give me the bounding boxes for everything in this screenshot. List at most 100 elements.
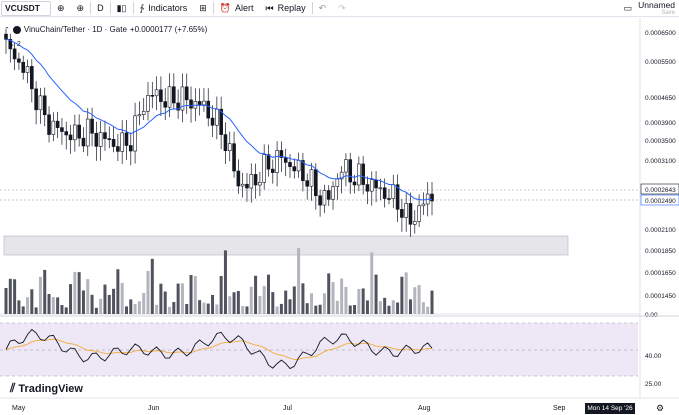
candle-body (421, 203, 426, 207)
volume-bar (176, 283, 180, 314)
price-chart[interactable]: 0.0006500 0.0005500 0.0004650 0.0003900 0.00… (0, 18, 679, 415)
volume-bar (370, 252, 374, 314)
candle-body (103, 132, 107, 139)
candle-body (141, 110, 146, 115)
candle-body (245, 183, 249, 189)
candle-body (8, 39, 13, 50)
alert-label: Alert (235, 3, 254, 13)
volume-bar (219, 276, 223, 314)
layout-name-button[interactable]: Unnamed Save (638, 0, 675, 17)
candle-body (34, 88, 38, 111)
volume-bar (60, 305, 64, 314)
ma-price-label: 0.0002490 (645, 198, 676, 205)
redo-icon: ↷ (338, 2, 346, 13)
candle-body (262, 154, 266, 183)
symbol-label: VCUSDT (5, 3, 40, 13)
candle-body (120, 132, 124, 152)
volume-bar (64, 307, 68, 314)
volume-bar (185, 304, 189, 314)
volume-bar (150, 258, 154, 314)
candle-body (30, 66, 34, 90)
coin-logo-icon (12, 25, 21, 34)
replay-icon: ⏮ (265, 2, 274, 13)
price-tick-label: 0.0001850 (645, 248, 676, 255)
candle-body (47, 114, 51, 135)
volume-bar (38, 276, 42, 314)
candle-body (64, 131, 69, 136)
volume-bar (297, 248, 301, 314)
candle-body (210, 117, 215, 126)
candle-body (361, 163, 365, 185)
price-tick-label: 0.0001650 (645, 270, 676, 277)
candle-body (38, 95, 43, 111)
interval-button[interactable]: D (91, 0, 110, 17)
volume-bar (271, 292, 275, 314)
candle-body (42, 95, 47, 116)
volume-bar (206, 303, 210, 314)
candle-body (85, 118, 90, 147)
candle-body (288, 162, 292, 167)
volume-bar (400, 276, 404, 314)
candle-body (167, 86, 172, 108)
volume-bar (211, 294, 215, 314)
tradingview-logo[interactable]: ⫽ TradingView (10, 381, 83, 396)
candle-body (77, 124, 81, 139)
rsi-tick-label: 25.00 (645, 381, 662, 388)
undo-button[interactable]: ↶ (313, 0, 333, 17)
volume-bar (47, 294, 51, 314)
compare-button[interactable]: ⊕ (51, 0, 71, 17)
time-tick-label: Aug (418, 405, 431, 412)
volume-bar (361, 288, 365, 314)
indicators-button[interactable]: ∱ Indicators (134, 0, 194, 17)
candle-body (258, 182, 262, 186)
volume-bar (4, 288, 8, 314)
candle-body (322, 190, 327, 206)
volume-bar (241, 306, 245, 314)
chart-type-button[interactable]: ▮▯ (111, 0, 133, 17)
volume-bar (232, 292, 236, 314)
candle-body (189, 99, 193, 109)
chevron-up-icon[interactable]: ⌃ (4, 26, 10, 34)
grid-icon: ⊞ (199, 2, 207, 13)
candle-body (344, 159, 348, 173)
candle-body (223, 134, 228, 152)
templates-button[interactable]: ⊞ (193, 0, 213, 17)
candle-body (17, 58, 21, 63)
volume-bar (353, 305, 357, 314)
volume-bar (340, 278, 344, 314)
layout-icon[interactable]: ▭ (623, 3, 633, 13)
volume-bar (310, 293, 314, 314)
indicators-label: Indicators (148, 3, 188, 13)
alert-button[interactable]: ⏰ Alert (214, 0, 260, 17)
candle-body (395, 184, 400, 210)
candle-body (391, 184, 396, 199)
support-zone-rect (3, 235, 569, 256)
price-tick-label: 0.0003500 (645, 138, 676, 145)
candle-body (335, 178, 340, 187)
volume-bar (112, 288, 116, 314)
candle-body (180, 86, 185, 111)
rsi-band (0, 323, 638, 376)
price-tick-label: 0.0003100 (645, 158, 676, 165)
volume-bar (8, 278, 12, 314)
candle-body (215, 108, 219, 126)
add-symbol-button[interactable]: ⊕ (71, 0, 91, 17)
volume-bar (344, 286, 348, 314)
volume-bar (180, 283, 184, 314)
last-price-badge (640, 183, 679, 195)
time-tick-label: Sep (553, 405, 566, 412)
candle-body (283, 157, 288, 163)
symbol-title: VinuChain/Tether · 1D · Gate (23, 25, 127, 34)
candle-body (369, 179, 374, 192)
volume-bar (266, 274, 270, 314)
replay-button[interactable]: ⏮ Replay (260, 0, 312, 17)
candle-body (253, 174, 258, 186)
tv-logo-icon: ⫽ (10, 381, 16, 395)
candle-body (292, 166, 297, 172)
candle-body (94, 132, 99, 147)
gear-icon[interactable]: ⚙ (656, 403, 665, 413)
redo-button[interactable]: ↷ (332, 0, 352, 17)
candle-body (206, 100, 211, 119)
symbol-search[interactable]: VCUSDT (1, 0, 51, 16)
candle-body (51, 120, 56, 135)
